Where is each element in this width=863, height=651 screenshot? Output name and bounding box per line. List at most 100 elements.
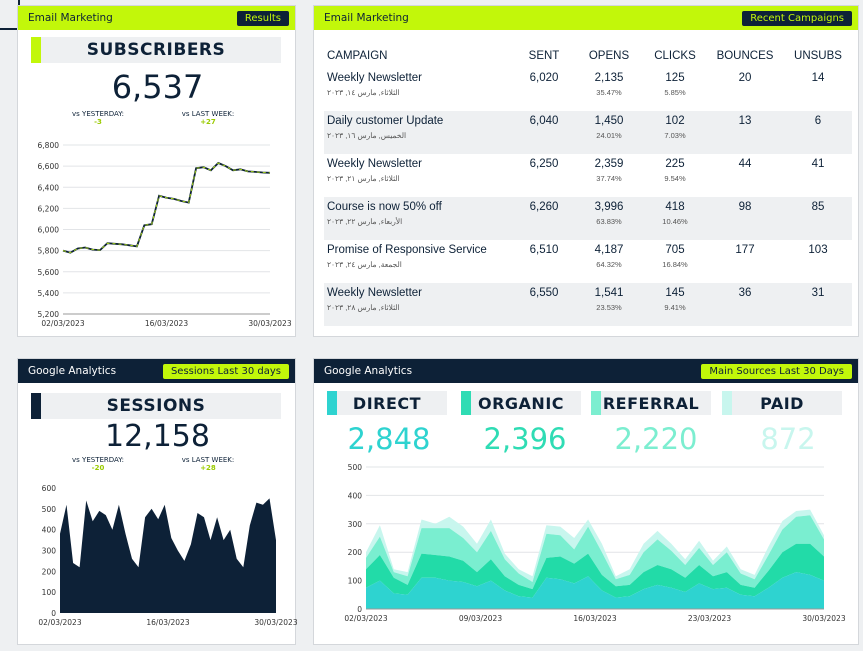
clicks-count: 145 <box>665 287 685 299</box>
sources-header: Google Analytics Main Sources Last 30 Da… <box>314 359 858 383</box>
opens-count: 2,135 <box>594 72 624 84</box>
campaigns-header-title: Email Marketing <box>324 12 409 24</box>
open-rate: 23.53% <box>596 303 622 312</box>
source-area-0 <box>366 572 824 609</box>
clicks-count: 225 <box>665 158 685 170</box>
table-row[interactable]: Weekly Newsletter الثلاثاء, مارس ٢١, ٢٠٢٣… <box>324 154 852 197</box>
vs-lastweek-label: vs LAST WEEK: <box>181 456 235 464</box>
opens-cell: 1,541 23.53% <box>574 283 644 326</box>
src-y-tick: 0 <box>357 605 362 614</box>
col-opens[interactable]: OPENS <box>588 50 630 62</box>
source-organic-value: 2,396 <box>483 422 567 456</box>
campaign-date: الثلاثاء, مارس ٢٨, ٢٠٢٣ <box>327 303 400 312</box>
opens-count: 4,187 <box>594 244 624 256</box>
campaign-date: الثلاثاء, مارس ٢١, ٢٠٢٣ <box>327 174 400 183</box>
src-x-tick: 09/03/2023 <box>459 614 502 623</box>
recent-campaigns-pill[interactable]: Recent Campaigns <box>742 10 852 26</box>
source-paid-label: PAID <box>760 393 804 413</box>
clicks-count: 418 <box>665 201 685 213</box>
src-y-tick: 300 <box>348 520 363 529</box>
subs-x-tick: 16/03/2023 <box>145 319 188 328</box>
subscribers-title: SUBSCRIBERS <box>86 40 226 60</box>
clicks-cell: 125 5.85% <box>644 68 706 111</box>
sessions-card: Google Analytics Sessions Last 30 days S… <box>17 358 297 645</box>
subscribers-vs-yesterday: vs YESTERDAY: -3 <box>63 110 133 126</box>
opens-cell: 2,135 35.47% <box>574 68 644 111</box>
open-rate: 64.32% <box>596 260 622 269</box>
subs-y-tick: 6,400 <box>38 183 60 192</box>
col-sent[interactable]: SENT <box>528 50 560 62</box>
subscribers-vs-lastweek: vs LAST WEEK: +27 <box>173 110 243 126</box>
campaign-name: Weekly Newsletter <box>327 158 423 170</box>
campaign-cell: Weekly Newsletter الثلاثاء, مارس ١٤, ٢٠٢٣ <box>324 68 514 111</box>
table-row[interactable]: Course is now 50% off الأربعاء, مارس ٢٢, … <box>324 197 852 240</box>
src-x-tick: 16/03/2023 <box>573 614 616 623</box>
table-row[interactable]: Promise of Responsive Service الجمعة, مار… <box>324 240 852 283</box>
subs-x-tick: 30/03/2023 <box>248 319 291 328</box>
src-y-tick: 500 <box>348 463 363 472</box>
subscribers-header: Email Marketing Results <box>18 6 295 30</box>
source-direct: DIRECT <box>327 391 447 415</box>
open-rate: 37.74% <box>596 174 622 183</box>
source-organic-label: ORGANIC <box>477 393 565 413</box>
subscribers-line-highlight <box>62 162 271 254</box>
open-rate: 24.01% <box>596 131 622 140</box>
sess-y-tick: 400 <box>42 526 57 535</box>
source-direct-value: 2,848 <box>347 422 431 456</box>
source-organic-accent <box>461 391 471 415</box>
clicks-count: 705 <box>665 244 685 256</box>
sessions-title: SESSIONS <box>106 396 206 416</box>
col-bounces[interactable]: BOUNCES <box>716 50 774 62</box>
campaign-date: الجمعة, مارس ٢٤, ٢٠٢٣ <box>327 260 402 269</box>
vs-lastweek-label: vs LAST WEEK: <box>181 110 235 118</box>
vs-yesterday-delta: -20 <box>91 464 105 472</box>
campaign-cell: Daily customer Update الخميس, مارس ١٦, ٢٠… <box>324 111 514 154</box>
opens-cell: 3,996 63.83% <box>574 197 644 240</box>
click-rate: 16.84% <box>662 260 688 269</box>
clicks-count: 125 <box>665 72 685 84</box>
results-pill[interactable]: Results <box>236 10 289 26</box>
source-paid-accent <box>722 391 732 415</box>
clicks-cell: 102 7.03% <box>644 111 706 154</box>
clicks-cell: 705 16.84% <box>644 240 706 283</box>
src-y-tick: 400 <box>348 491 363 500</box>
vs-lastweek-delta: +27 <box>200 118 216 126</box>
unsubs-cell: 41 <box>811 158 825 170</box>
sent-cell: 6,550 <box>514 283 574 326</box>
subscribers-header-title: Email Marketing <box>28 12 113 24</box>
campaign-cell: Promise of Responsive Service الجمعة, مار… <box>324 240 514 283</box>
opens-count: 1,450 <box>594 115 624 127</box>
campaign-cell: Course is now 50% off الأربعاء, مارس ٢٢, … <box>324 197 514 240</box>
source-direct-accent <box>327 391 337 415</box>
campaign-name: Daily customer Update <box>327 115 444 127</box>
sent-cell: 6,260 <box>514 197 574 240</box>
subs-x-tick: 02/03/2023 <box>41 319 84 328</box>
open-rate: 35.47% <box>596 88 622 97</box>
sent-cell: 6,510 <box>529 244 559 256</box>
subscribers-line-chart: 6,800 6,600 6,400 6,200 6,000 5,800 5,600 5,400… <box>38 141 292 328</box>
campaign-date: الثلاثاء, مارس ١٤, ٢٠٢٣ <box>327 88 400 97</box>
source-referral-label: REFERRAL <box>602 393 700 413</box>
sources-range-pill[interactable]: Main Sources Last 30 Days <box>701 363 852 379</box>
clicks-cell: 418 10.46% <box>644 197 706 240</box>
col-campaign[interactable]: CAMPAIGN <box>327 50 388 62</box>
unsubs-cell: 6 <box>784 111 852 154</box>
sessions-range-pill[interactable]: Sessions Last 30 days <box>162 363 289 379</box>
table-row[interactable]: Daily customer Update الخميس, مارس ١٦, ٢٠… <box>324 111 852 154</box>
source-paid: PAID <box>722 391 842 415</box>
col-clicks[interactable]: CLICKS <box>654 50 696 62</box>
bounces-cell: 13 <box>706 111 784 154</box>
clicks-count: 102 <box>665 115 685 127</box>
src-y-tick: 100 <box>348 577 363 586</box>
col-unsubs[interactable]: UNSUBS <box>794 50 842 62</box>
src-y-tick: 200 <box>348 548 363 557</box>
sess-y-tick: 500 <box>42 505 57 514</box>
bounces-cell: 36 <box>706 283 784 326</box>
table-row[interactable]: Weekly Newsletter الثلاثاء, مارس ١٤, ٢٠٢٣… <box>324 68 852 111</box>
source-referral-value: 2,220 <box>614 422 698 456</box>
table-row[interactable]: Weekly Newsletter الثلاثاء, مارس ٢٨, ٢٠٢٣… <box>324 283 852 326</box>
subs-y-tick: 5,800 <box>38 247 60 256</box>
subs-y-tick: 5,200 <box>38 310 60 319</box>
sess-y-tick: 600 <box>42 484 57 493</box>
sessions-vs-lastweek: vs LAST WEEK: +28 <box>173 456 243 472</box>
